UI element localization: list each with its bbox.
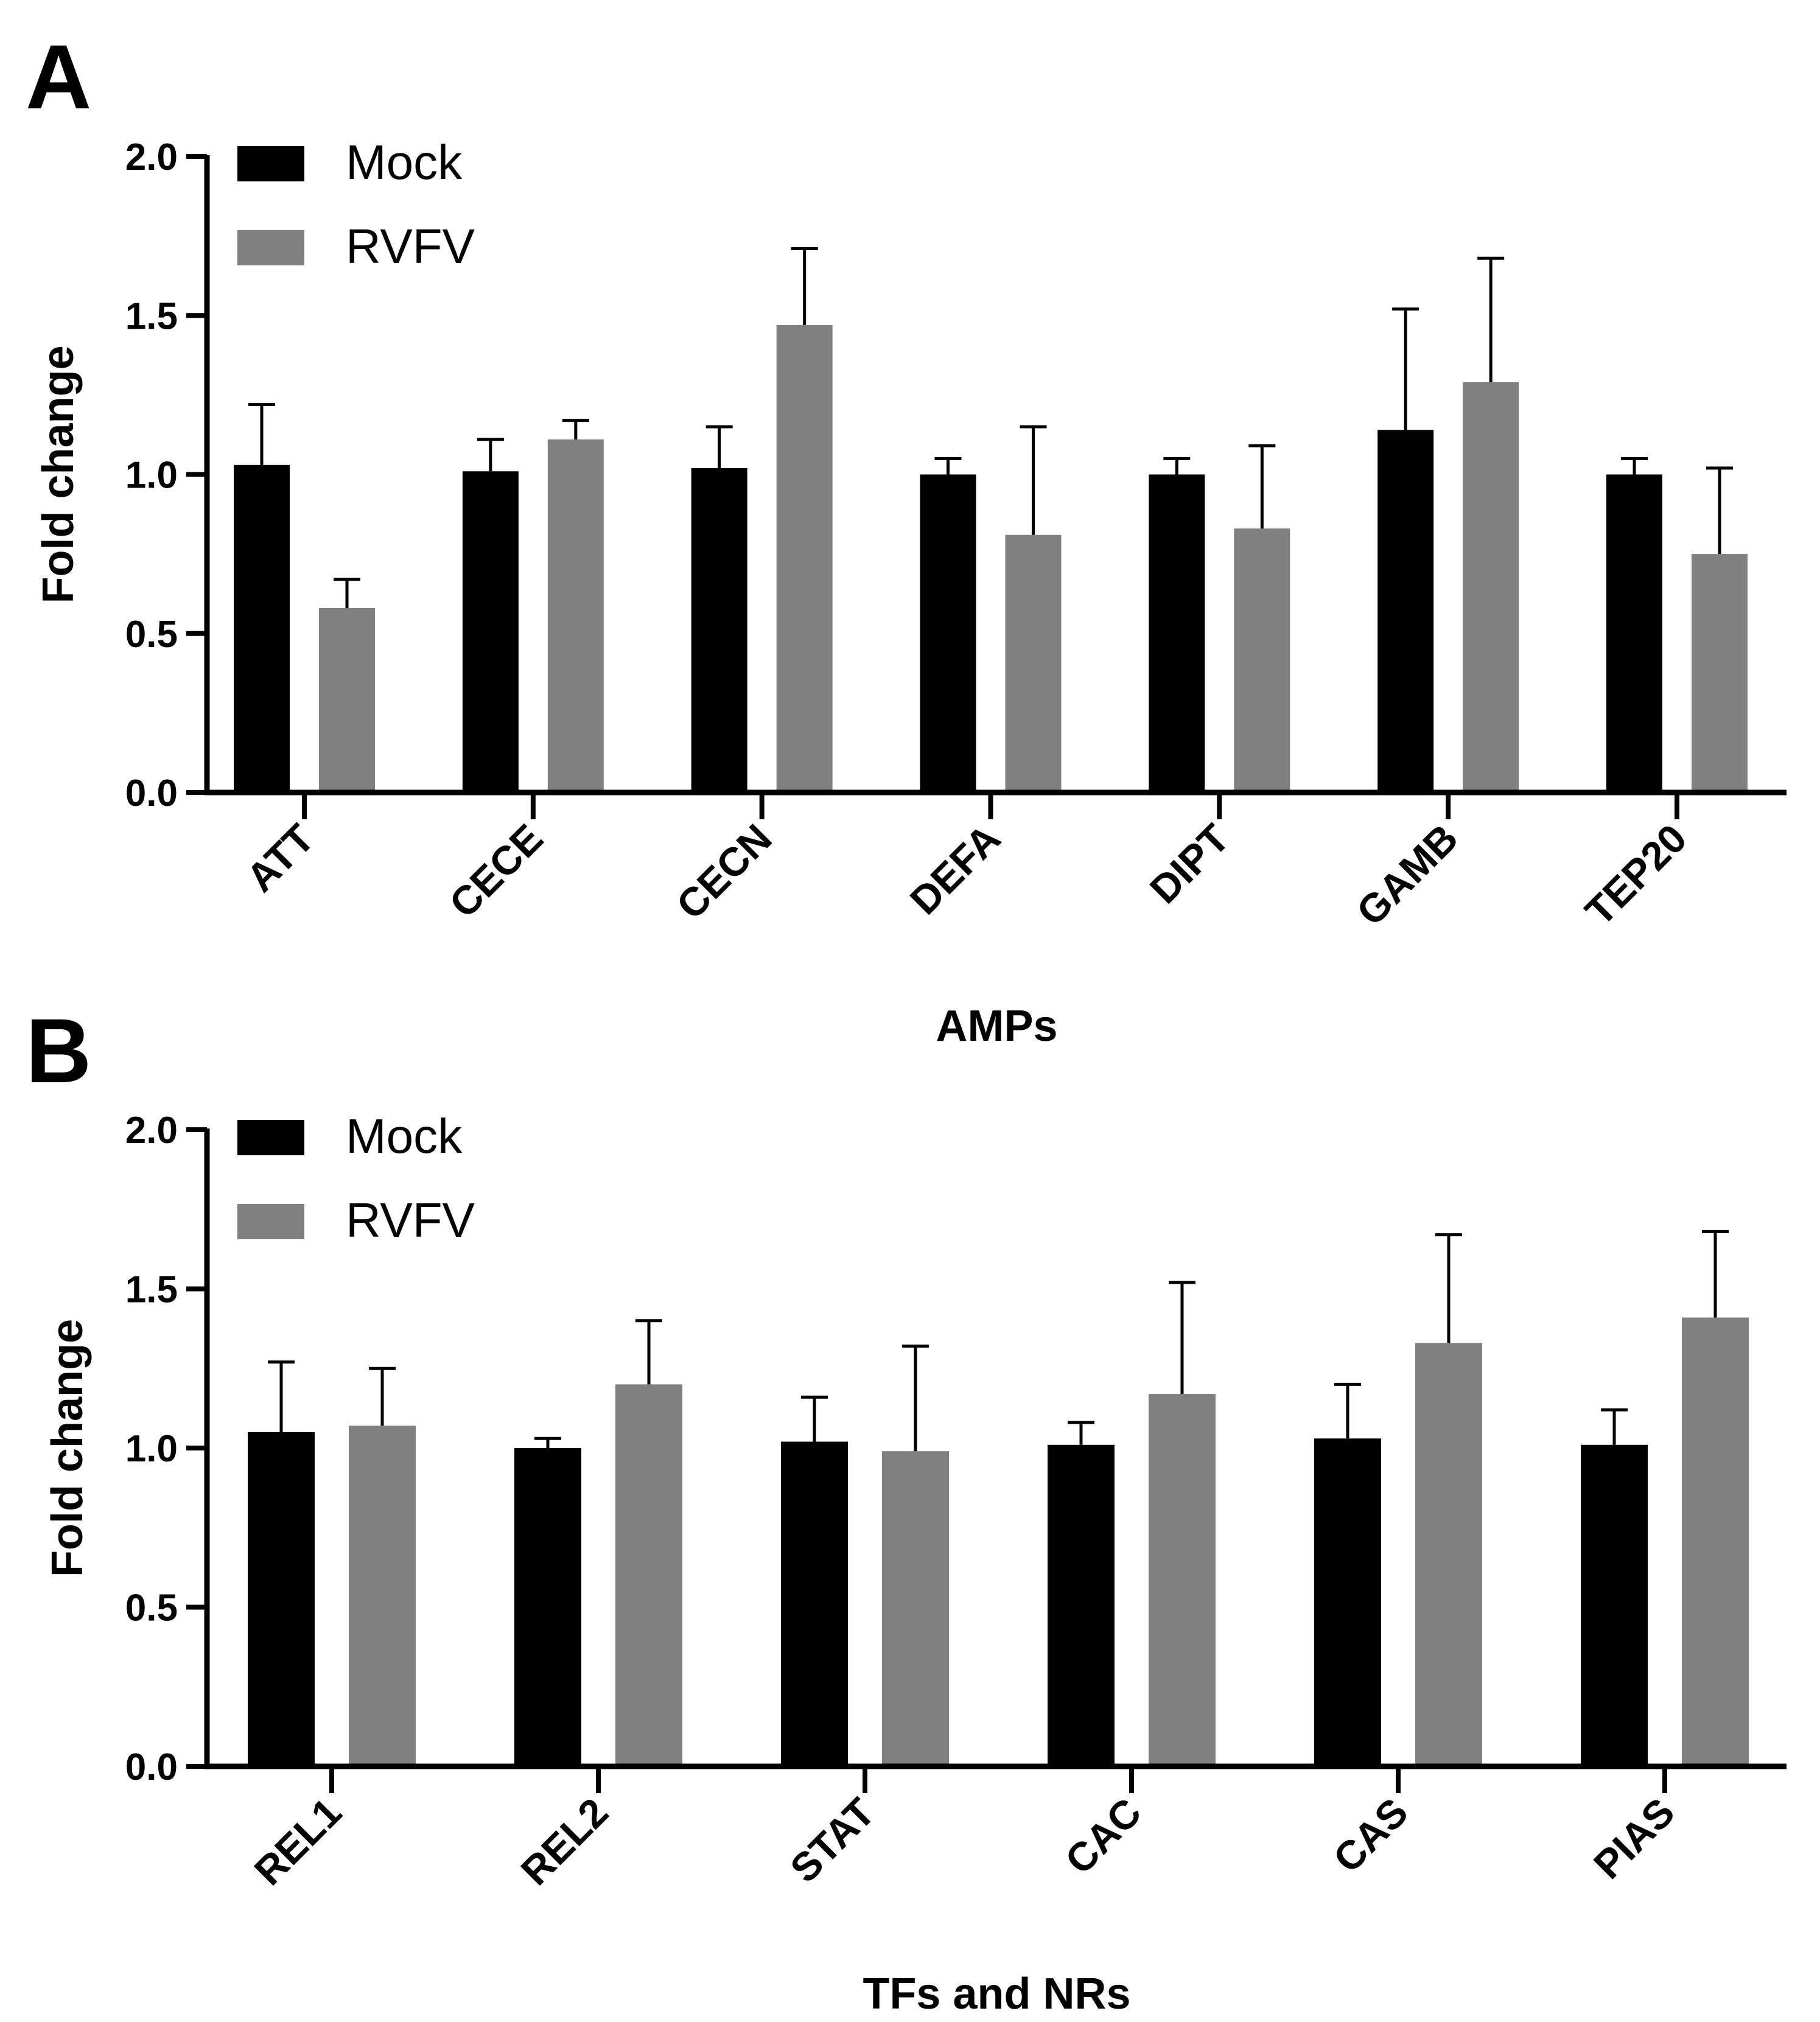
- bar-mock-cecn: [691, 468, 747, 792]
- bar-mock-att: [234, 464, 290, 792]
- bar-rvfv-att: [319, 607, 375, 792]
- bar-mock-rel1: [248, 1432, 315, 1766]
- legend-swatch-rvfv: [237, 230, 304, 265]
- bar-rvfv-rel1: [349, 1426, 416, 1766]
- bar-mock-cece: [462, 471, 519, 792]
- bar-rvfv-cece: [547, 439, 604, 792]
- y-tick-label: 1.0: [125, 1428, 178, 1470]
- bar-mock-cac: [1048, 1444, 1115, 1766]
- y-tick-label: 2.0: [125, 1110, 178, 1152]
- bar-rvfv-cecn: [776, 324, 833, 792]
- bar-rvfv-pias: [1682, 1317, 1749, 1766]
- bar-rvfv-cas: [1415, 1343, 1482, 1766]
- bar-rvfv-dipt: [1234, 528, 1290, 792]
- bar-rvfv-stat: [882, 1451, 949, 1766]
- x-tick-label-rel1: REL1: [245, 1789, 350, 1894]
- bar-mock-tep20: [1606, 474, 1662, 792]
- bar-rvfv-rel2: [615, 1384, 682, 1766]
- x-axis-title: TFs and NRs: [863, 1970, 1130, 2018]
- legend-swatch-mock: [237, 146, 304, 181]
- x-tick-label-cecn: CECN: [668, 816, 780, 928]
- bar-mock-pias: [1581, 1444, 1648, 1766]
- x-tick-label-stat: STAT: [782, 1789, 883, 1891]
- x-tick-label-rel2: REL2: [512, 1789, 617, 1894]
- panel-letter: B: [26, 999, 91, 1102]
- bar-rvfv-cac: [1149, 1394, 1216, 1766]
- legend-label-mock: Mock: [346, 1109, 463, 1163]
- x-tick-label-cece: CECE: [441, 816, 551, 926]
- legend-swatch-rvfv: [237, 1204, 304, 1239]
- bar-mock-stat: [781, 1441, 848, 1766]
- x-axis-title: AMPs: [936, 1002, 1057, 1051]
- y-tick-label: 1.5: [125, 295, 178, 337]
- y-tick-label: 0.5: [125, 614, 178, 656]
- y-tick-label: 1.0: [125, 455, 178, 497]
- y-tick-label: 0.0: [125, 772, 178, 814]
- legend-label-rvfv: RVFV: [346, 219, 475, 273]
- bar-rvfv-defa: [1005, 534, 1062, 792]
- legend-label-rvfv: RVFV: [346, 1193, 475, 1247]
- bar-rvfv-tep20: [1692, 554, 1748, 792]
- x-tick-label-att: ATT: [237, 816, 323, 901]
- legend-label-mock: Mock: [346, 135, 463, 189]
- x-tick-label-tep20: TEP20: [1577, 816, 1695, 934]
- y-tick-label: 1.5: [125, 1269, 178, 1311]
- legend-swatch-mock: [237, 1120, 304, 1155]
- x-tick-label-gamb: GAMB: [1348, 816, 1466, 934]
- y-tick-label: 0.0: [125, 1746, 178, 1788]
- x-tick-label-defa: DEFA: [901, 816, 1009, 923]
- panel-letter: A: [26, 26, 91, 128]
- x-tick-label-pias: PIAS: [1585, 1789, 1683, 1887]
- y-axis-title: Fold change: [43, 1319, 92, 1577]
- y-axis-title: Fold change: [34, 345, 83, 603]
- x-tick-label-cas: CAS: [1325, 1789, 1416, 1881]
- bar-mock-cas: [1314, 1438, 1381, 1766]
- bar-mock-gamb: [1377, 430, 1434, 792]
- chart-panel-b: B 0.0 0.5 1.0 1.5 2.0 REL1 REL2 STAT CAC CAS PIAS TF…: [26, 999, 1787, 2018]
- y-tick-label: 2.0: [125, 136, 178, 178]
- x-tick-label-cac: CAC: [1056, 1789, 1149, 1883]
- bar-rvfv-gamb: [1463, 382, 1519, 792]
- bar-mock-dipt: [1149, 474, 1205, 792]
- x-tick-label-dipt: DIPT: [1141, 816, 1238, 912]
- bar-mock-defa: [920, 474, 976, 792]
- bar-mock-rel2: [514, 1448, 581, 1766]
- y-tick-label: 0.5: [125, 1587, 178, 1629]
- chart-panel-a: A 0.0 0.5 1.0 1.5 2.0 ATT CECE CECN DEFA DIPT GAMB T…: [26, 26, 1787, 1051]
